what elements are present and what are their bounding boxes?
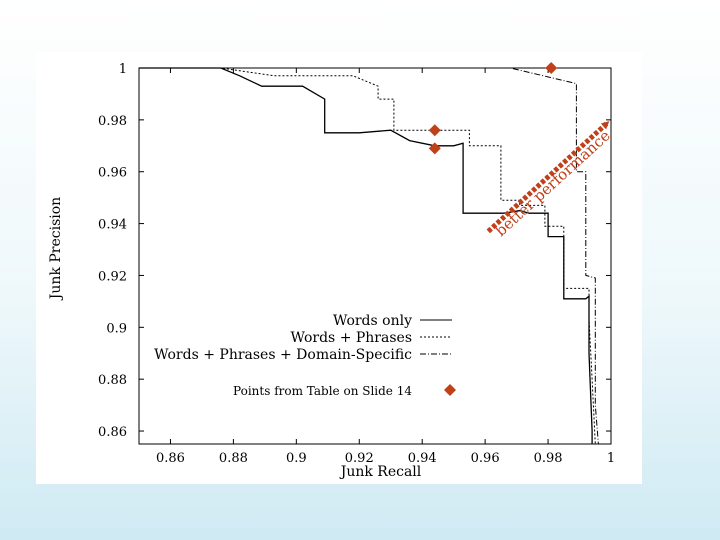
y-tick-label: 0.88: [98, 373, 127, 388]
y-tick-label: 1: [119, 62, 127, 77]
legend-label: Words + Phrases + Domain-Specific: [154, 347, 412, 363]
legend-marker: [444, 384, 456, 396]
y-tick-label: 0.98: [98, 114, 127, 129]
axis-ticks: 0.86 0.88 0.9 0.92 0.94 0.96 0.98 1 0.86 0.88 0.9 0…: [98, 62, 615, 466]
x-axis-label: Junk Recall: [339, 464, 422, 480]
series-line: [139, 67, 593, 444]
x-tick-label: 0.88: [219, 451, 248, 466]
annotation-arrow: [486, 120, 610, 234]
legend-label: Points from Table on Slide 14: [233, 384, 412, 398]
y-tick-label: 0.94: [98, 218, 127, 233]
x-tick-label: 0.9: [286, 451, 307, 466]
annotation: better performance: [486, 120, 614, 240]
x-tick-label: 0.98: [534, 451, 563, 466]
x-tick-label: 1: [607, 451, 615, 466]
y-tick-label: 0.9: [106, 321, 127, 336]
x-tick-label: 0.96: [471, 451, 500, 466]
series-line: [139, 67, 596, 445]
x-tick-label: 0.92: [345, 451, 374, 466]
series-line: [139, 67, 599, 445]
precision-recall-chart: 0.86 0.88 0.9 0.92 0.94 0.96 0.98 1 0.86 0.88 0.9 0…: [48, 62, 615, 480]
highlight-points: [428, 62, 558, 155]
y-axis-label: Junk Precision: [48, 197, 64, 301]
x-tick-label: 0.94: [408, 451, 437, 466]
y-tick-label: 0.86: [98, 425, 127, 440]
highlight-point: [545, 62, 558, 74]
highlight-point: [428, 142, 441, 155]
y-tick-label: 0.96: [98, 166, 127, 181]
y-tick-label: 0.92: [98, 269, 127, 284]
series-lines: [139, 67, 599, 445]
annotation-label: better performance: [492, 126, 614, 240]
x-tick-label: 0.86: [156, 451, 185, 466]
highlight-point: [428, 124, 441, 137]
legend-label: Words only: [333, 313, 412, 329]
legend-label: Words + Phrases: [291, 330, 412, 346]
chart-figure: 0.86 0.88 0.9 0.92 0.94 0.96 0.98 1 0.86 0.88 0.9 0…: [36, 52, 642, 484]
